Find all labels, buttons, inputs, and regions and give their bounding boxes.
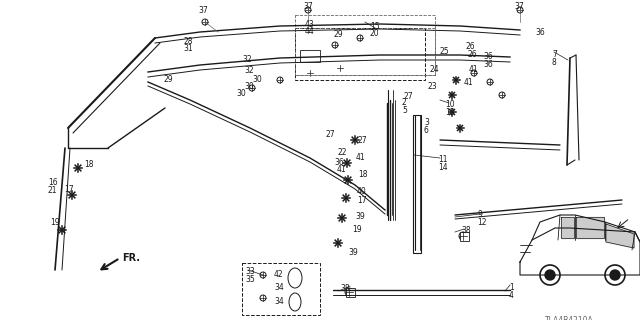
Text: 19: 19 [352, 225, 362, 234]
Text: 42: 42 [274, 270, 284, 279]
Text: 43: 43 [304, 20, 314, 29]
Text: 26: 26 [467, 50, 477, 59]
Text: 20: 20 [370, 29, 380, 38]
Text: 17: 17 [357, 196, 367, 205]
Text: 36: 36 [535, 28, 545, 37]
Text: 26: 26 [465, 42, 475, 51]
Circle shape [610, 270, 620, 280]
Text: 29: 29 [163, 75, 173, 84]
Bar [300, 50, 320, 62]
Text: 32: 32 [244, 66, 253, 75]
Text: 18: 18 [84, 160, 93, 169]
Text: 40: 40 [357, 187, 367, 196]
Text: TLA4B4210A: TLA4B4210A [545, 316, 594, 320]
Text: 30: 30 [244, 82, 253, 91]
Text: 37: 37 [303, 2, 313, 11]
Text: 1: 1 [509, 283, 514, 292]
Text: 2: 2 [402, 98, 407, 107]
Text: 19: 19 [50, 218, 60, 227]
Text: 18: 18 [358, 170, 367, 179]
Text: 10: 10 [445, 100, 454, 109]
FancyBboxPatch shape [242, 263, 320, 315]
Text: 34: 34 [274, 283, 284, 292]
Bar [413, 115, 421, 253]
Text: 41: 41 [464, 78, 474, 87]
Text: 39: 39 [348, 248, 358, 257]
Bar [346, 288, 355, 297]
Text: 36: 36 [334, 158, 344, 167]
Polygon shape [606, 224, 634, 248]
Text: 11: 11 [438, 155, 447, 164]
Circle shape [545, 270, 555, 280]
Text: 36: 36 [483, 52, 493, 61]
Text: 37: 37 [514, 2, 524, 11]
Text: 21: 21 [48, 186, 58, 195]
Text: 15: 15 [370, 22, 380, 31]
Text: 13: 13 [445, 108, 454, 117]
Text: 4: 4 [509, 291, 514, 300]
FancyBboxPatch shape [295, 28, 425, 80]
Text: 22: 22 [338, 148, 348, 157]
Text: 8: 8 [552, 58, 557, 67]
Text: 7: 7 [552, 50, 557, 59]
Polygon shape [561, 217, 574, 238]
Text: 38: 38 [340, 284, 350, 293]
Text: 12: 12 [477, 218, 486, 227]
Text: FR.: FR. [122, 253, 140, 263]
Text: 16: 16 [48, 178, 58, 187]
Text: 3: 3 [424, 118, 429, 127]
Text: 41: 41 [337, 165, 347, 174]
Text: 39: 39 [355, 212, 365, 221]
Polygon shape [576, 217, 604, 238]
Text: 24: 24 [430, 65, 440, 74]
Bar [460, 232, 469, 241]
Text: 6: 6 [424, 126, 429, 135]
Text: 23: 23 [428, 82, 438, 91]
Text: 25: 25 [440, 47, 450, 56]
Text: 27: 27 [403, 92, 413, 101]
Text: 31: 31 [183, 44, 193, 53]
Text: 34: 34 [274, 297, 284, 306]
Text: 41: 41 [469, 65, 479, 74]
Text: 41: 41 [356, 153, 365, 162]
Text: 30: 30 [252, 75, 262, 84]
Text: 30: 30 [236, 89, 246, 98]
Text: 36: 36 [483, 60, 493, 69]
Text: 35: 35 [245, 275, 255, 284]
Text: 33: 33 [245, 267, 255, 276]
Polygon shape [520, 228, 640, 275]
Text: 27: 27 [358, 136, 367, 145]
Ellipse shape [289, 293, 301, 311]
Text: 5: 5 [402, 106, 407, 115]
Ellipse shape [288, 268, 302, 288]
Text: 32: 32 [242, 55, 252, 64]
Text: 27: 27 [325, 130, 335, 139]
Text: 44: 44 [304, 27, 314, 36]
Text: 28: 28 [183, 37, 193, 46]
Text: 37: 37 [198, 6, 208, 15]
Text: 17: 17 [64, 185, 74, 194]
Text: 9: 9 [477, 210, 482, 219]
Text: 29: 29 [333, 30, 342, 39]
Text: 38: 38 [461, 226, 470, 235]
Text: 14: 14 [438, 163, 447, 172]
